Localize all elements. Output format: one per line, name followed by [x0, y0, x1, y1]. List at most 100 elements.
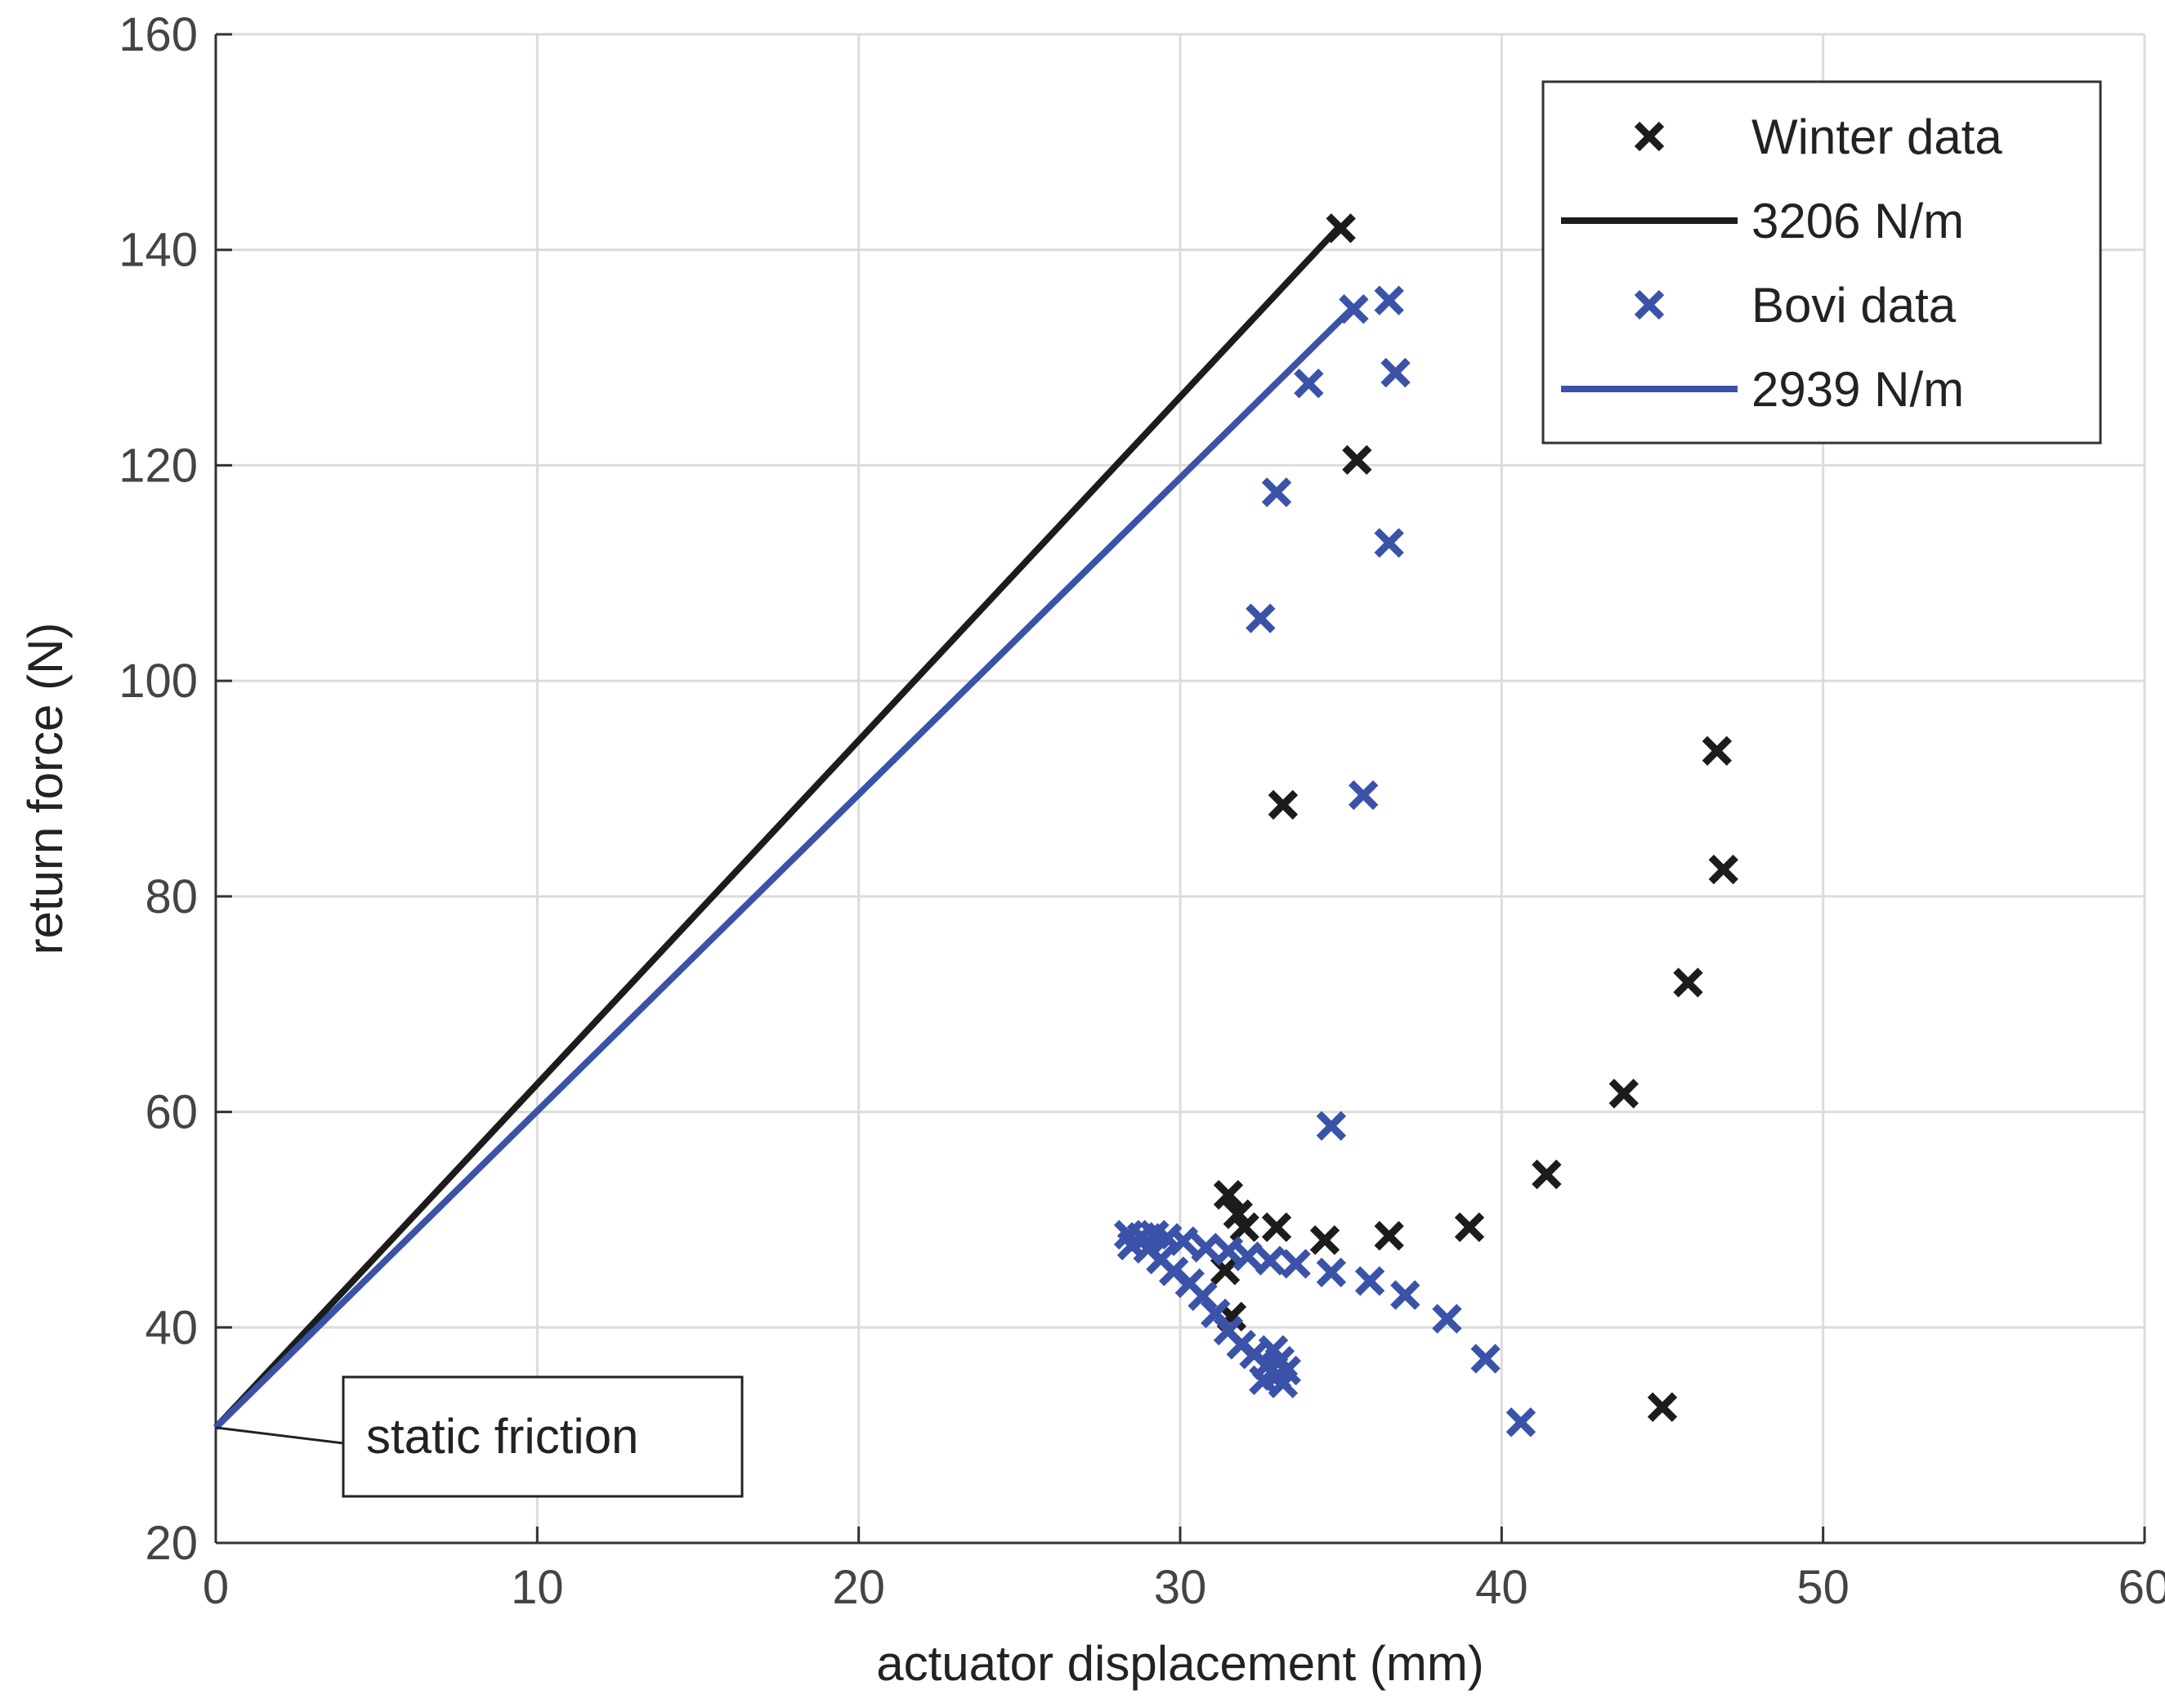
y-tick-label: 160	[119, 8, 198, 61]
point-bovi-data	[1349, 780, 1379, 811]
y-tick-label: 140	[119, 224, 198, 277]
marker-stroke	[1294, 369, 1324, 399]
marker-stroke	[1374, 285, 1404, 315]
x-tick-label: 20	[832, 1561, 885, 1614]
marker-stroke	[1316, 1111, 1347, 1141]
point-bovi-data	[1271, 1355, 1301, 1386]
marker-stroke	[1342, 445, 1372, 476]
point-bovi-data	[1232, 1241, 1263, 1272]
point-bovi-data	[1374, 285, 1404, 315]
point-bovi-data	[1339, 294, 1369, 324]
y-tick-label: 100	[119, 655, 198, 708]
y-tick-label: 120	[119, 439, 198, 492]
y-axis-label: return force (N)	[18, 623, 73, 955]
marker-stroke	[1532, 1159, 1562, 1190]
marker-stroke	[1390, 1280, 1420, 1310]
fit-line-2939-n-m	[213, 304, 1357, 1430]
x-axis-label: actuator displacement (mm)	[876, 1636, 1484, 1691]
point-winter-data	[1261, 1212, 1292, 1242]
annotation-box	[342, 1375, 744, 1498]
marker-stroke	[1249, 1365, 1279, 1396]
marker-stroke	[1281, 1249, 1311, 1279]
marker-stroke	[1374, 1221, 1404, 1251]
marker-stroke	[1268, 789, 1299, 820]
marker-stroke	[1608, 1078, 1639, 1109]
marker-stroke	[1316, 1257, 1347, 1288]
x-tick-label: 10	[511, 1561, 564, 1614]
legend-box	[1541, 80, 2102, 445]
annotation-group: static friction	[215, 1375, 744, 1498]
x-tick-label: 30	[1154, 1561, 1207, 1614]
y-tick-label: 40	[145, 1301, 198, 1354]
marker-stroke	[1158, 1256, 1189, 1286]
axes: 0 10 20 30 40 50 60 20 40 60 80 100 120 140 160	[119, 8, 2165, 1614]
point-bovi-data	[1470, 1344, 1501, 1374]
point-bovi-data	[1354, 1266, 1385, 1296]
x-tick-label: 60	[2118, 1561, 2165, 1614]
legend: Winter data 3206 N/m Bovi data 2939 N/m	[1541, 80, 2102, 445]
annotation-text: static friction	[366, 1409, 638, 1464]
marker-stroke	[1113, 1219, 1144, 1250]
point-bovi-data	[1191, 1232, 1221, 1263]
point-winter-data	[1229, 1212, 1259, 1242]
x-tick-label: 0	[203, 1561, 229, 1614]
marker-stroke	[1191, 1232, 1221, 1263]
point-winter-data	[1673, 968, 1703, 998]
marker-stroke	[1223, 1199, 1253, 1230]
marker-stroke	[1188, 1281, 1218, 1312]
point-bovi-data	[1261, 477, 1292, 507]
marker-stroke	[1470, 1344, 1501, 1374]
point-bovi-data	[1390, 1280, 1420, 1310]
point-winter-data	[1213, 1179, 1244, 1210]
marker-stroke	[1647, 1392, 1678, 1423]
legend-label-2939-n-m: 2939 N/m	[1751, 362, 1964, 417]
marker-stroke	[1261, 477, 1292, 507]
plot-series	[213, 213, 1738, 1437]
y-tick-label: 80	[145, 870, 198, 923]
point-bovi-data	[1249, 1365, 1279, 1396]
point-winter-data	[1647, 1392, 1678, 1423]
legend-label-winter-data: Winter data	[1751, 110, 2002, 164]
marker-stroke	[1505, 1407, 1537, 1437]
marker-stroke	[1271, 1355, 1301, 1386]
point-winter-data	[1342, 445, 1372, 476]
marker-stroke	[1213, 1236, 1244, 1266]
point-winter-data	[1374, 1221, 1404, 1251]
point-winter-data	[1326, 213, 1356, 244]
marker-stroke	[1634, 289, 1665, 320]
marker-stroke	[1210, 1255, 1241, 1285]
point-winter-data	[1708, 854, 1738, 885]
point-winter-data	[1268, 789, 1299, 820]
marker-stroke	[1201, 1298, 1231, 1329]
marker-stroke	[1374, 528, 1404, 558]
legend-label-3206-n-m: 3206 N/m	[1751, 194, 1964, 248]
point-bovi-data	[1281, 1249, 1311, 1279]
marker-stroke	[1174, 1268, 1205, 1299]
marker-stroke	[1349, 780, 1379, 811]
marker-stroke	[1326, 213, 1356, 244]
legend-marker-winter-data	[1634, 121, 1665, 152]
point-winter-data	[1532, 1159, 1562, 1190]
point-bovi-data	[1374, 528, 1404, 558]
x-tick-label: 40	[1475, 1561, 1528, 1614]
y-tick-label: 60	[145, 1086, 198, 1139]
marker-stroke	[1232, 1241, 1263, 1272]
marker-stroke	[1354, 1266, 1385, 1296]
marker-stroke	[1146, 1245, 1176, 1275]
point-bovi-data	[1255, 1245, 1286, 1276]
point-winter-data	[1309, 1225, 1340, 1255]
point-bovi-data	[1432, 1303, 1462, 1334]
fit-line-3206-n-m	[213, 222, 1344, 1430]
point-winter-data	[1608, 1078, 1639, 1109]
x-tick-label: 50	[1796, 1561, 1850, 1614]
marker-stroke	[1339, 294, 1369, 324]
point-bovi-data	[1316, 1257, 1347, 1288]
marker-stroke	[1702, 736, 1733, 767]
marker-stroke	[1708, 854, 1738, 885]
marker-stroke	[1261, 1212, 1292, 1242]
point-bovi-data	[1380, 357, 1411, 388]
point-winter-data	[1454, 1212, 1485, 1242]
marker-stroke	[1213, 1179, 1244, 1210]
marker-stroke	[1380, 357, 1411, 388]
